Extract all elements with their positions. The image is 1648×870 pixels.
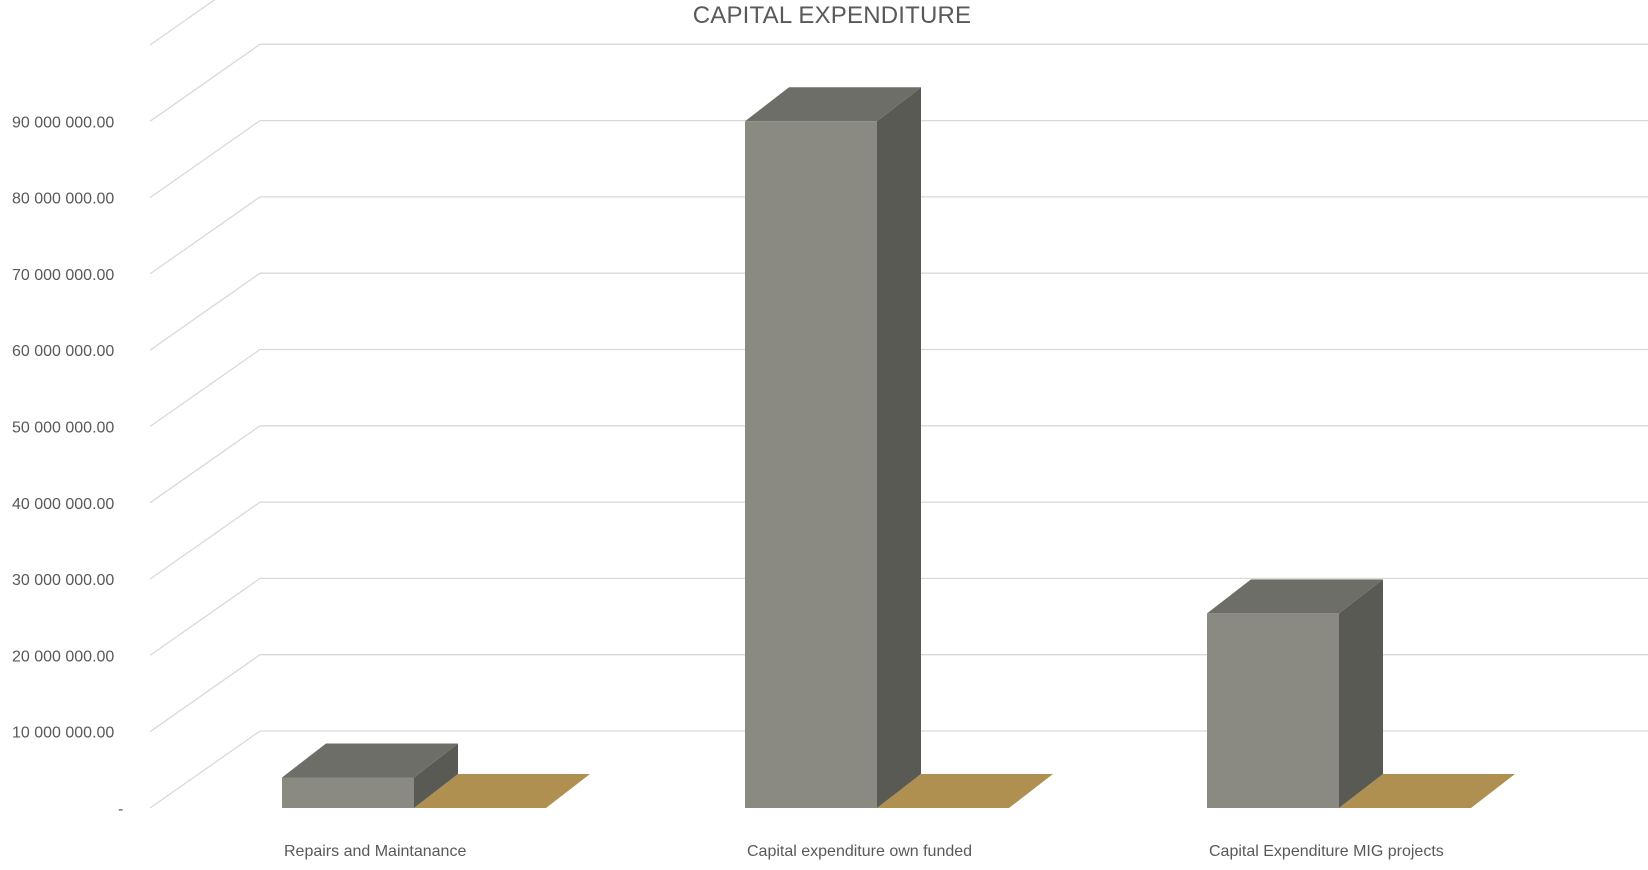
y-tick-label: 10 000 000.00 — [12, 725, 114, 742]
gridline-side — [149, 272, 261, 351]
y-tick-label: 80 000 000.00 — [12, 191, 114, 208]
gridline-side — [149, 43, 261, 122]
y-tick-label: 40 000 000.00 — [12, 496, 114, 513]
bar-top — [745, 87, 921, 122]
y-tick-label: 60 000 000.00 — [12, 343, 114, 360]
chart-title: CAPITAL EXPENDITURE — [692, 2, 972, 29]
bars — [282, 87, 1515, 809]
gridline-side — [149, 425, 261, 504]
bar-series2 — [1339, 774, 1515, 808]
y-tick-label: 50 000 000.00 — [12, 420, 114, 437]
bar-side — [877, 87, 921, 809]
y-tick-label: 70 000 000.00 — [12, 267, 114, 284]
x-tick-label: Repairs and Maintanance — [284, 843, 466, 860]
y-tick-label: 90 000 000.00 — [12, 114, 114, 131]
bar — [282, 777, 414, 808]
x-axis-category-labels: Repairs and Maintanance Capital expenditu… — [284, 843, 1444, 860]
bar-top — [282, 743, 458, 778]
x-tick-label: Capital Expenditure MIG projects — [1209, 843, 1444, 860]
gridline-side — [149, 196, 261, 275]
y-axis-tick-labels: - 10 000 000.00 20 000 000.00 30 000 000.00… — [12, 114, 123, 818]
gridline-side — [149, 730, 261, 809]
gridlines — [149, 0, 1648, 809]
x-tick-label: Capital expenditure own funded — [747, 843, 972, 860]
bar-series2 — [877, 774, 1053, 808]
bar-top — [1207, 579, 1383, 614]
y-tick-label: 30 000 000.00 — [12, 572, 114, 589]
y-tick-label: 20 000 000.00 — [12, 648, 114, 665]
bar — [745, 121, 877, 809]
bar-side — [1339, 579, 1383, 808]
gridline-side — [149, 654, 261, 733]
y-tick-label: - — [118, 801, 123, 818]
gridline-side — [149, 0, 216, 46]
bar-side — [414, 743, 458, 808]
gridline-side — [149, 348, 261, 428]
bar-series2 — [414, 774, 590, 808]
gridline-side — [149, 501, 261, 580]
gridline-side — [149, 577, 261, 656]
gridline-side — [149, 120, 261, 199]
bar — [1207, 613, 1339, 808]
